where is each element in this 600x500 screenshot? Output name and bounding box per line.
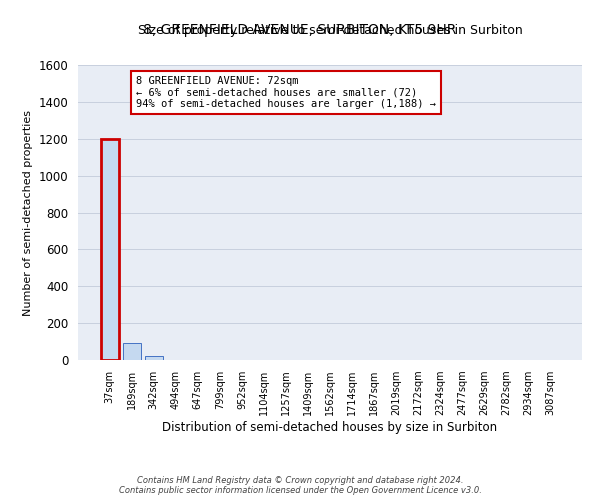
Bar [101,138,119,360]
Bar [123,344,140,360]
Bar [145,356,163,360]
Y-axis label: Number of semi-detached properties: Number of semi-detached properties [23,110,33,316]
Title: Size of property relative to semi-detached houses in Surbiton: Size of property relative to semi-detach… [137,24,523,38]
X-axis label: Distribution of semi-detached houses by size in Surbiton: Distribution of semi-detached houses by … [163,421,497,434]
Text: Contains HM Land Registry data © Crown copyright and database right 2024.
Contai: Contains HM Land Registry data © Crown c… [119,476,481,495]
Text: 8, GREENFIELD AVENUE, SURBITON, KT5 9HR: 8, GREENFIELD AVENUE, SURBITON, KT5 9HR [143,22,457,36]
Text: 8 GREENFIELD AVENUE: 72sqm
← 6% of semi-detached houses are smaller (72)
94% of : 8 GREENFIELD AVENUE: 72sqm ← 6% of semi-… [136,76,436,110]
